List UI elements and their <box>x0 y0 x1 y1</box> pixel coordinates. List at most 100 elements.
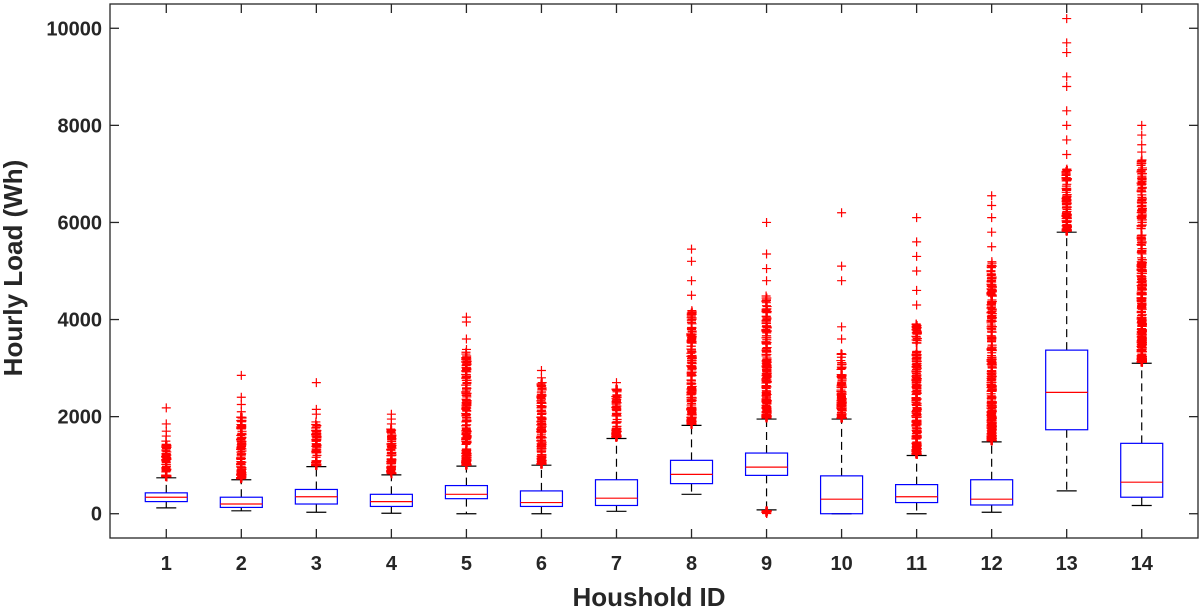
outlier-marker <box>612 417 622 427</box>
outlier-marker <box>161 471 171 481</box>
outlier-marker <box>1061 176 1071 186</box>
outlier-marker <box>386 409 396 419</box>
outlier-marker <box>911 362 921 372</box>
outlier-marker <box>761 316 771 326</box>
outlier-marker <box>762 406 772 416</box>
outlier-marker <box>1062 72 1072 82</box>
outlier-marker <box>1136 202 1146 212</box>
outlier-marker <box>1062 48 1072 58</box>
outlier-marker <box>461 403 471 413</box>
outlier-marker <box>911 354 921 364</box>
outlier-marker <box>1137 244 1147 254</box>
outlier-marker <box>1062 135 1072 145</box>
outlier-marker <box>461 375 471 385</box>
outlier-marker <box>236 434 246 444</box>
outlier-marker <box>1062 221 1072 231</box>
outlier-marker <box>236 416 246 426</box>
outlier-marker <box>836 398 846 408</box>
box-iqr <box>669 459 714 485</box>
outlier-marker <box>837 372 847 382</box>
outlier-marker <box>537 414 547 424</box>
box-group-5 <box>444 312 489 515</box>
outlier-marker <box>1137 298 1147 308</box>
box-iqr <box>369 493 413 508</box>
outlier-marker <box>912 251 922 261</box>
outlier-marker <box>987 344 997 354</box>
outlier-marker <box>386 440 396 450</box>
outlier-marker <box>836 409 846 419</box>
outlier-marker <box>986 280 996 290</box>
outlier-marker <box>1136 158 1146 168</box>
box-group-7 <box>594 378 639 512</box>
outlier-marker <box>1062 190 1072 200</box>
outlier-marker <box>536 366 546 376</box>
outlier-marker <box>762 249 772 259</box>
y-tick-label: 6000 <box>58 212 103 234</box>
x-axis-title: Houshold ID <box>572 582 725 610</box>
outlier-marker <box>387 448 397 458</box>
outlier-marker <box>387 435 397 445</box>
box-group-4 <box>369 409 413 514</box>
outlier-marker <box>986 315 996 325</box>
outlier-marker <box>462 436 472 446</box>
outlier-marker <box>687 290 697 300</box>
outlier-marker <box>987 191 997 201</box>
outlier-marker <box>1062 106 1072 116</box>
box-group-9 <box>744 217 789 519</box>
outlier-marker <box>161 403 171 413</box>
outlier-marker <box>161 419 171 429</box>
outlier-marker <box>236 470 246 480</box>
outlier-marker <box>987 363 997 373</box>
outlier-marker <box>837 208 847 218</box>
outlier-marker <box>761 391 771 401</box>
outlier-marker <box>461 334 471 344</box>
outlier-marker <box>762 378 772 388</box>
outlier-marker <box>987 334 997 344</box>
box-iqr <box>594 479 639 507</box>
outlier-marker <box>536 451 546 461</box>
box-iqr <box>519 490 564 508</box>
outlier-marker <box>1137 140 1147 150</box>
outlier-marker <box>1137 274 1147 284</box>
x-tick-label: 14 <box>1131 553 1154 575</box>
outlier-marker <box>611 378 621 388</box>
outlier-marker <box>1137 120 1147 130</box>
y-tick-label: 4000 <box>58 310 103 332</box>
outlier-marker <box>1062 38 1072 48</box>
outlier-marker <box>987 242 997 252</box>
outlier-marker <box>912 213 922 223</box>
outlier-marker <box>461 312 471 322</box>
box-group-8 <box>669 244 714 495</box>
outlier-marker <box>686 412 696 422</box>
outlier-marker <box>911 381 921 391</box>
outlier-marker <box>461 388 471 398</box>
outlier-marker <box>987 346 997 356</box>
x-tick-label: 3 <box>311 553 322 575</box>
outlier-marker <box>1137 230 1147 240</box>
plot-area <box>144 14 1164 519</box>
x-tick-label: 10 <box>830 553 852 575</box>
outlier-marker <box>761 305 771 315</box>
y-tick-label: 10000 <box>46 18 102 40</box>
outlier-marker <box>986 420 996 430</box>
outlier-marker <box>1136 318 1146 328</box>
x-tick-label: 6 <box>536 553 547 575</box>
outlier-marker <box>837 334 847 344</box>
outlier-marker <box>911 408 921 418</box>
outlier-marker <box>687 359 697 369</box>
outlier-marker <box>987 227 997 237</box>
outlier-marker <box>237 439 247 449</box>
outlier-marker <box>1136 287 1146 297</box>
box-group-11 <box>895 213 939 515</box>
outlier-marker <box>762 264 772 274</box>
outlier-marker <box>536 425 546 435</box>
outlier-marker <box>461 353 471 363</box>
outlier-marker <box>536 406 546 416</box>
outlier-marker <box>836 349 846 359</box>
outlier-marker <box>1062 174 1072 184</box>
outlier-marker <box>912 266 922 276</box>
x-tick-label: 8 <box>686 553 697 575</box>
outlier-marker <box>912 394 922 404</box>
outlier-marker <box>236 370 246 380</box>
